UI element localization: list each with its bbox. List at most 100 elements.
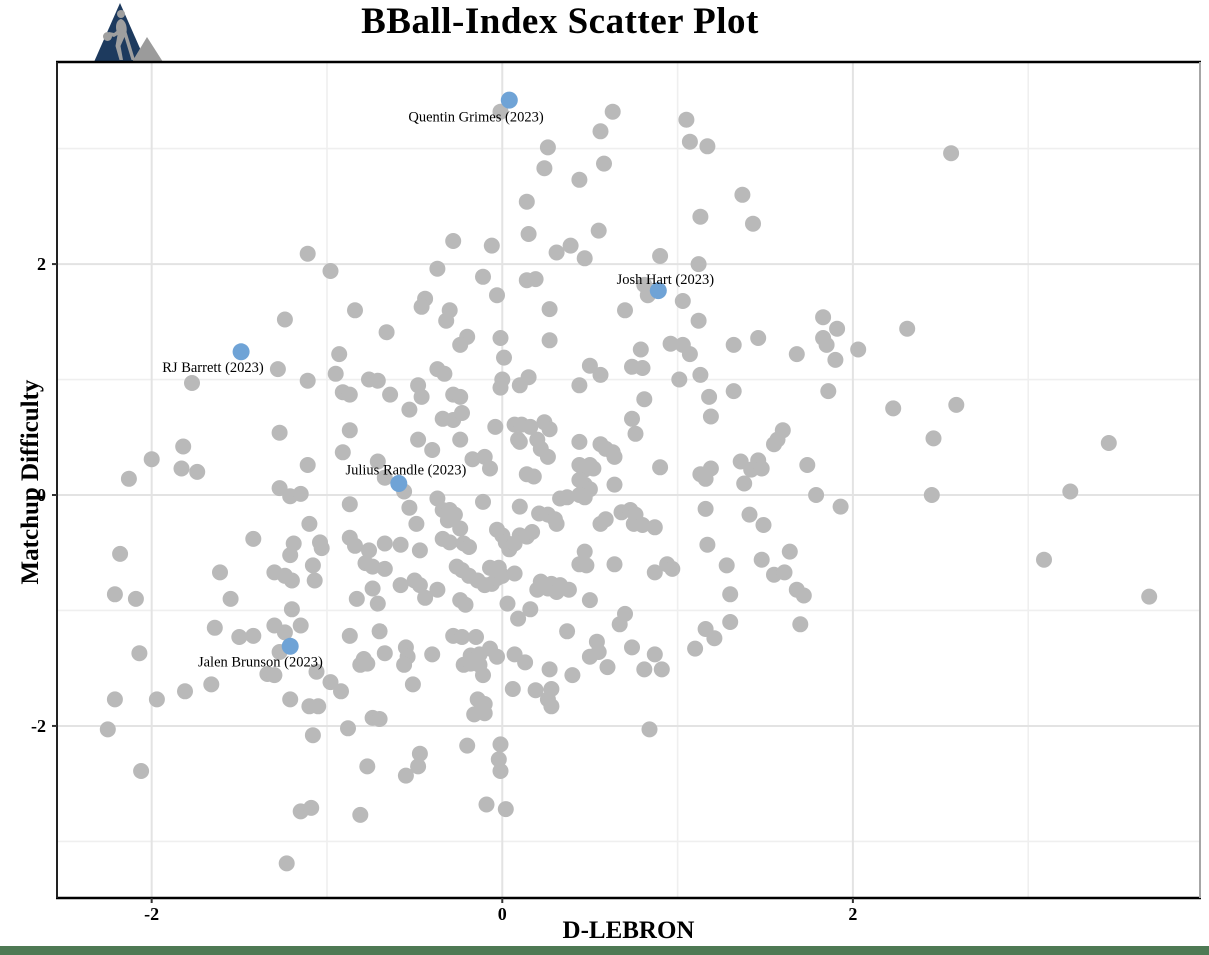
player-label: Josh Hart (2023) — [617, 272, 715, 288]
scatter-point — [483, 237, 500, 254]
scatter-point — [322, 674, 339, 691]
scatter-point — [231, 629, 248, 645]
scatter-point — [585, 460, 602, 477]
scatter-point — [634, 360, 651, 376]
scatter-point — [590, 222, 607, 239]
scatter-point — [525, 468, 542, 485]
scatter-point — [788, 346, 805, 363]
scatter-point — [722, 614, 739, 630]
scatter-point — [245, 530, 262, 547]
scatter-point — [278, 855, 295, 872]
scatter-point — [624, 639, 640, 656]
scatter-point — [499, 595, 516, 612]
scatter-point — [597, 511, 614, 528]
scatter-point — [292, 617, 309, 634]
scatter-point — [397, 767, 414, 784]
scatter-point — [148, 691, 165, 708]
scatter-point — [276, 311, 293, 328]
highlighted-point — [390, 475, 408, 492]
scatter-point — [641, 721, 658, 738]
scatter-point — [504, 681, 521, 697]
scatter-point — [313, 540, 330, 557]
y-tick-label: -2 — [31, 716, 46, 736]
scatter-point — [333, 683, 349, 700]
scatter-point — [687, 640, 704, 657]
scatter-point — [678, 111, 695, 128]
scatter-point — [541, 661, 558, 678]
scatter-point — [702, 408, 719, 425]
scatter-point — [652, 248, 669, 264]
scatter-point — [524, 524, 541, 540]
scatter-point — [482, 460, 498, 477]
scatter-point — [304, 727, 321, 744]
scatter-point — [592, 123, 609, 140]
scatter-point — [112, 545, 129, 562]
scatter-point — [571, 377, 588, 394]
scatter-point — [497, 801, 514, 818]
highlighted-point — [649, 282, 667, 300]
chart-title: BBall-Index Scatter Plot — [361, 1, 759, 42]
scatter-point — [636, 391, 653, 408]
scatter-point — [376, 535, 393, 552]
scatter-point — [606, 476, 623, 493]
scatter-point — [283, 572, 300, 589]
scatter-point — [702, 460, 719, 477]
scatter-point — [184, 375, 200, 391]
scatter-point — [943, 145, 960, 162]
scatter-point — [576, 489, 593, 506]
scatter-point — [310, 698, 327, 715]
scatter-point — [520, 369, 537, 386]
player-label: Quentin Grimes (2023) — [408, 109, 543, 125]
player-label: Julius Randle (2023) — [345, 463, 466, 479]
scatter-point — [674, 293, 691, 309]
scatter-point — [690, 256, 707, 273]
scatter-point — [441, 534, 458, 551]
scatter-point — [424, 646, 441, 663]
scatter-point — [606, 556, 623, 573]
scatter-point — [452, 520, 469, 537]
scatter-point — [401, 499, 418, 516]
scatter-point — [1141, 588, 1158, 605]
scatter-point — [522, 418, 539, 435]
scatter-point — [548, 515, 565, 532]
scatter-point — [203, 676, 220, 693]
x-tick-label: 0 — [498, 904, 507, 924]
player-label: Jalen Brunson (2023) — [198, 654, 323, 670]
scatter-point — [496, 349, 512, 366]
scatter-point — [475, 493, 491, 510]
scatter-point — [815, 309, 832, 326]
scatter-point — [1036, 551, 1052, 568]
scatter-point — [599, 659, 616, 676]
scatter-point — [522, 601, 539, 618]
scatter-point — [396, 656, 413, 673]
scatter-point — [189, 463, 206, 480]
scatter-point — [392, 536, 409, 553]
scatter-point — [478, 796, 495, 813]
scatter-point — [299, 245, 316, 262]
scatter-point — [348, 590, 365, 607]
scatter-point — [681, 133, 698, 150]
scatter-point — [299, 372, 316, 389]
scatter-point — [1100, 435, 1117, 451]
scatter-point — [401, 401, 418, 418]
scatter-point — [364, 580, 381, 597]
scatter-point — [624, 410, 640, 427]
scatter-point — [634, 517, 651, 533]
scatter-point — [359, 758, 376, 775]
scatter-point — [527, 271, 544, 288]
scatter-point — [276, 624, 293, 641]
scatter-point — [559, 489, 576, 506]
scatter-point — [301, 515, 318, 532]
scatter-point — [529, 581, 546, 598]
scatter-point — [792, 616, 809, 633]
scatter-point — [308, 663, 325, 680]
scatter-point — [489, 287, 505, 304]
scatter-point — [611, 616, 628, 633]
scatter-point — [327, 365, 344, 382]
scatter-point — [753, 460, 770, 477]
scatter-point — [562, 237, 579, 254]
scatter-point — [511, 433, 528, 450]
scatter-point — [131, 645, 148, 662]
scatter-point — [452, 388, 469, 405]
